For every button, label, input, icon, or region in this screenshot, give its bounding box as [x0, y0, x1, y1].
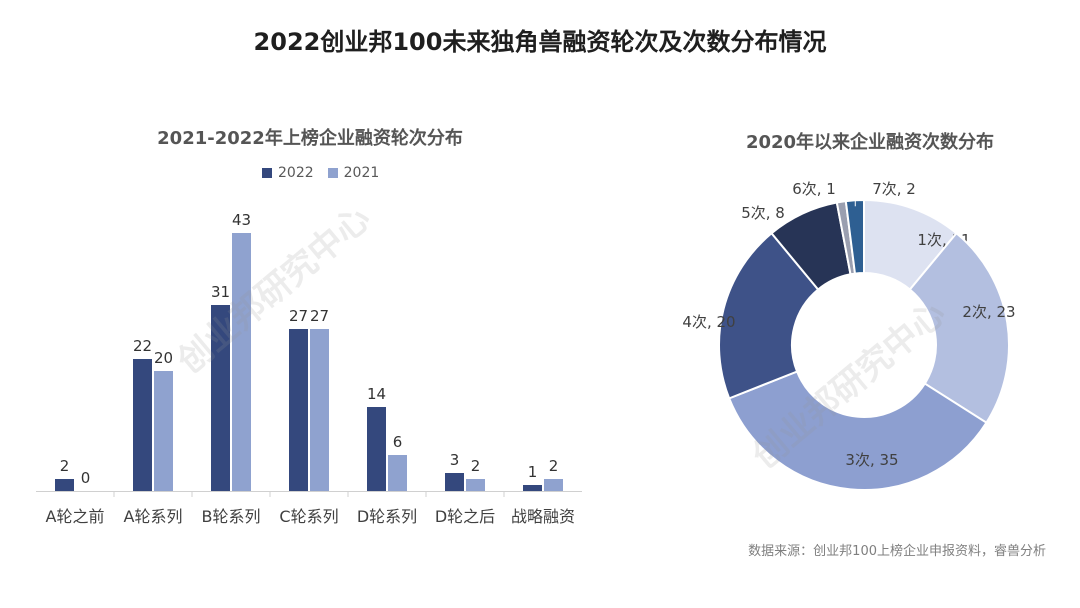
- x-tick-label: 战略融资: [511, 507, 575, 526]
- donut-slice-7: [844, 198, 865, 275]
- bar-chart-title: 2021-2022年上榜企业融资轮次分布: [157, 128, 463, 149]
- bar-2021-1: [154, 371, 173, 491]
- legend-swatch-2022: [262, 168, 272, 178]
- x-tick-label: C轮系列: [279, 507, 338, 526]
- data-label-2021-3: 27: [310, 307, 329, 325]
- bar-2021-4: [388, 455, 407, 491]
- legend-label-2021: 2021: [343, 165, 380, 181]
- donut-chart-title: 2020年以来企业融资次数分布: [745, 132, 995, 153]
- data-label-2022-1: 22: [133, 337, 152, 355]
- donut-slice-3: [727, 370, 988, 491]
- bar-2022-5: [445, 473, 464, 491]
- bar-2021-6: [544, 479, 563, 491]
- data-source-note: 数据来源：创业邦100上榜企业申报资料，睿兽分析: [748, 544, 1046, 559]
- bar-2022-1: [133, 359, 152, 491]
- donut-label-3: 3次, 35: [845, 451, 898, 469]
- x-tick-label: A轮系列: [124, 507, 183, 526]
- bar-2021-2: [232, 233, 251, 491]
- legend-swatch-2021: [327, 168, 338, 178]
- data-label-2022-4: 14: [367, 385, 386, 403]
- x-tick-label: D轮之后: [435, 507, 495, 526]
- bar-2022-0: [55, 479, 74, 491]
- bar-2022-3: [289, 329, 308, 491]
- data-label-2021-4: 6: [393, 433, 403, 451]
- legend-label-2022: 2022: [278, 165, 314, 181]
- donut-label-2: 2次, 23: [962, 303, 1015, 321]
- data-label-2022-2: 31: [211, 283, 230, 301]
- bar-chart-legend: 2022 2021: [262, 163, 393, 183]
- donut-label-5: 5次, 8: [741, 204, 785, 222]
- x-tick-label: A轮之前: [46, 507, 105, 526]
- bar-2022-6: [523, 485, 542, 491]
- x-tick-label: D轮系列: [357, 507, 417, 526]
- data-label-2022-6: 1: [528, 463, 538, 481]
- page-title: 2022创业邦100未来独角兽融资轮次及次数分布情况: [253, 28, 827, 56]
- legend-item-2022: 2022: [262, 165, 314, 181]
- bar-2022-4: [367, 407, 386, 491]
- x-tick-label: B轮系列: [202, 507, 261, 526]
- data-label-2021-6: 2: [549, 457, 559, 475]
- data-label-2022-3: 27: [289, 307, 308, 325]
- donut-slice-2: [908, 231, 1010, 425]
- donut-slice-4: [718, 231, 820, 400]
- bar-2022-2: [211, 305, 230, 491]
- bar-2021-5: [466, 479, 485, 491]
- data-label-2022-5: 3: [450, 451, 460, 469]
- data-label-2022-0: 2: [60, 457, 70, 475]
- legend-item-2021: 2021: [327, 165, 380, 181]
- donut-label-6: 6次, 1: [792, 180, 836, 198]
- bar-2021-3: [310, 329, 329, 491]
- data-label-2021-5: 2: [471, 457, 481, 475]
- data-label-2021-2: 43: [232, 211, 251, 229]
- data-label-2021-0: 0: [81, 469, 91, 487]
- data-label-2021-1: 20: [154, 349, 173, 367]
- donut-label-4: 4次, 20: [682, 313, 735, 331]
- donut-label-7: 7次, 2: [872, 180, 916, 198]
